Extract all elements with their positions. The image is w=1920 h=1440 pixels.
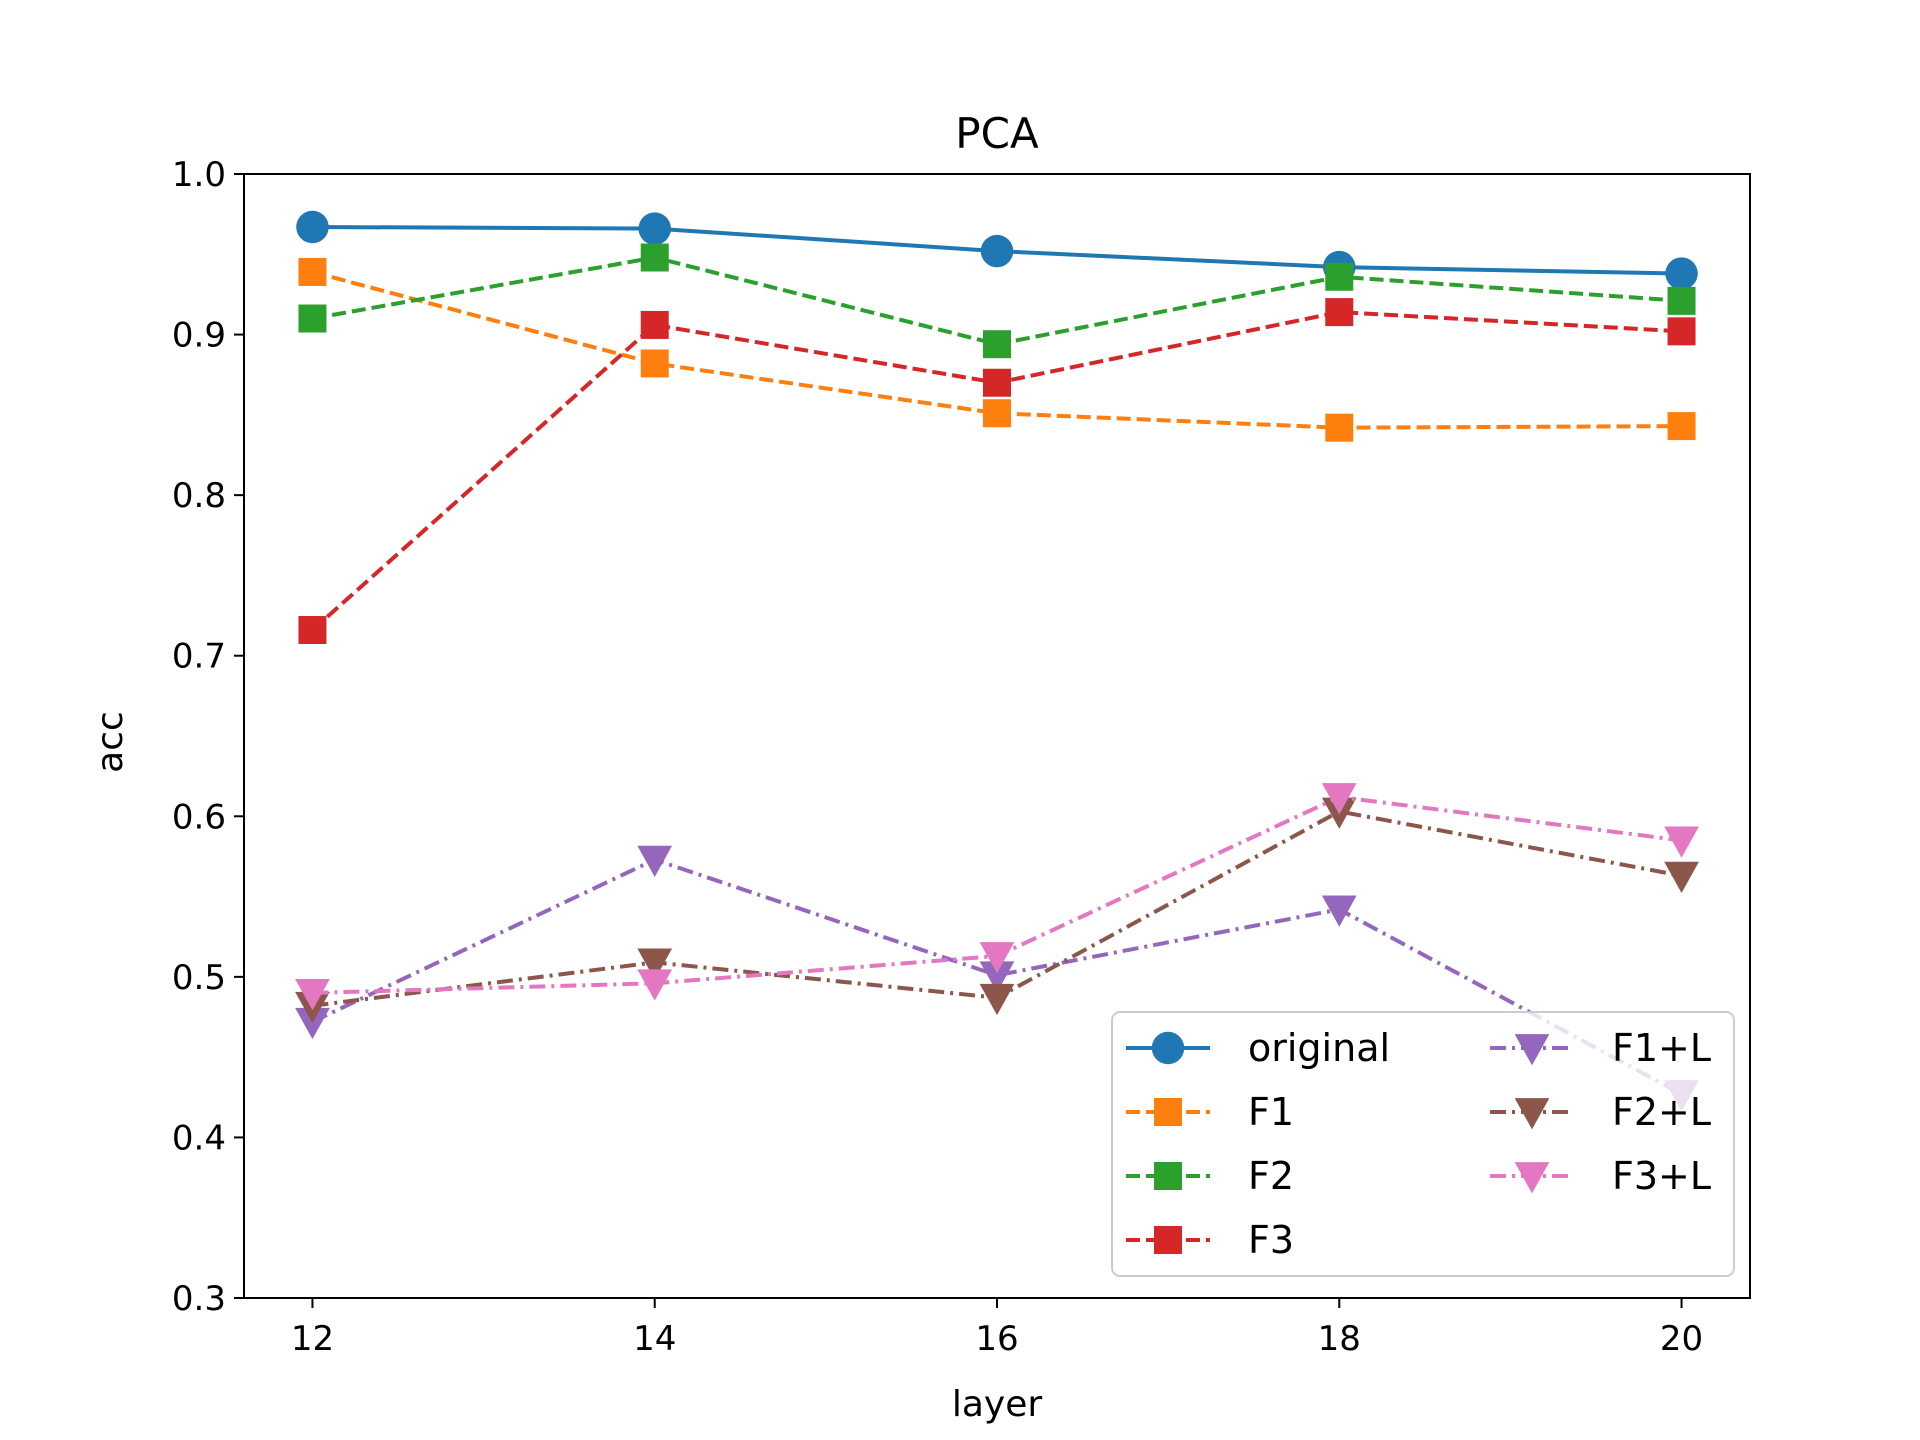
legend-marker [1154,1098,1182,1126]
legend-entry-f3-plus-l: F3+L [1490,1154,1711,1198]
legend-entry-f2: F2 [1126,1154,1294,1198]
x-tick-label: 18 [1318,1319,1361,1359]
legend-marker [1514,1098,1550,1130]
data-point-f2-plus-l [637,948,673,980]
data-point-f2-plus-l [979,983,1015,1016]
legend-label: F3 [1248,1218,1294,1262]
legend-box [1111,1011,1735,1277]
legend-marker [1514,1034,1550,1066]
series-line-f3 [311,310,1682,632]
series-f2 [298,243,1696,359]
data-point-original [980,234,1014,268]
legend-entry-original: original [1126,1026,1390,1070]
legend-entry-f2-plus-l: F2+L [1490,1090,1711,1134]
data-point-original [638,212,671,245]
plot-frame [243,173,1751,1299]
legend-label: original [1248,1026,1390,1070]
y-tick-label: 1.0 [172,155,226,195]
y-tick-label: 0.4 [172,1118,226,1158]
axis-ticks: 12 14 16 18 20 0.3 0.4 0.5 0.6 0.7 0.8 0.9 1.0 [172,155,1703,1359]
legend-marker [1154,1226,1182,1254]
data-point-f2 [1667,286,1696,315]
data-point-f3-plus-l [1321,783,1357,815]
x-tick-label: 20 [1660,1319,1703,1359]
data-point-f2 [983,330,1011,359]
data-point-f2 [298,304,327,333]
data-point-f1-plus-l [1321,895,1357,927]
data-point-original [1665,257,1698,290]
data-point-f3-plus-l [295,979,330,1011]
y-tick-label: 0.9 [172,316,226,356]
series-f3 [298,298,1696,645]
data-point-f3 [1667,317,1696,346]
x-axis-title: layer [952,1384,1043,1425]
data-point-f3 [640,310,669,339]
series-original [296,210,1698,290]
legend-entry-f3: F3 [1126,1218,1294,1262]
legend-label: F1+L [1612,1026,1711,1070]
y-tick-label: 0.7 [172,637,226,677]
legend-entry-f1-plus-l: F1+L [1490,1026,1711,1070]
legend-entry-f1: F1 [1126,1090,1294,1134]
data-point-f1-plus-l [979,961,1015,993]
legend-marker [1154,1162,1182,1190]
y-axis-title: acc [90,711,131,773]
data-point-f2-plus-l [1664,861,1699,894]
y-tick-label: 0.8 [172,476,226,516]
legend-label: F2 [1248,1154,1294,1198]
legend-label: F2+L [1612,1090,1711,1134]
data-point-f3 [983,368,1011,397]
y-tick-label: 0.3 [172,1279,226,1319]
data-point-f3-plus-l [1664,826,1699,858]
y-tick-label: 0.5 [172,958,226,998]
data-point-f1 [298,257,327,286]
data-point-f1-plus-l [295,1007,330,1040]
legend-marker [1151,1031,1185,1065]
series-line-f1-plus-l [311,857,1683,1096]
y-tick-label: 0.6 [172,797,226,837]
data-point-f1-plus-l [637,845,673,877]
data-point-f3-plus-l [979,942,1015,974]
data-point-f1 [640,349,669,378]
data-point-f3 [298,616,327,645]
legend-label: F3+L [1612,1154,1711,1198]
data-point-f2 [640,243,669,272]
plot-area: 12 14 16 18 20 0.3 0.4 0.5 0.6 0.7 0.8 0.9 1.0 [172,155,1751,1359]
data-point-f3-plus-l [637,969,673,1001]
data-point-f3 [1325,298,1354,327]
x-tick-label: 12 [291,1319,334,1359]
chart-title: PCA [955,109,1039,158]
series-f1 [298,257,1696,442]
legend: original F1 F2 F3 F1+L F2+L F3+L [1111,1011,1735,1277]
data-point-f1 [1667,412,1696,441]
x-tick-label: 14 [633,1319,676,1359]
series-f3-plus-l [295,783,1699,1011]
data-point-f1 [983,399,1011,428]
data-point-original [296,210,329,244]
legend-label: F1 [1248,1090,1294,1134]
legend-marker [1514,1162,1550,1194]
x-tick-label: 16 [975,1319,1018,1359]
data-point-f1 [1325,413,1354,442]
data-point-f2 [1325,262,1354,291]
